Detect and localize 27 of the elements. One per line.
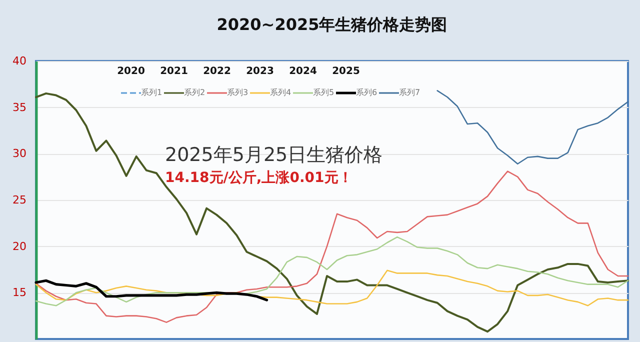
- line-series: [35, 170, 629, 323]
- annotation: 2020: [117, 66, 145, 77]
- legend-label: 系列2: [184, 88, 206, 97]
- annotation: 14.18元/公斤,上涨0.01元！: [165, 169, 352, 186]
- y-tick-label: 25: [12, 194, 26, 206]
- y-tick-label: 30: [12, 147, 26, 160]
- annotation: 2022: [203, 66, 231, 77]
- annotation: 2025年5月25日生猪价格: [165, 144, 383, 166]
- legend-label: 系列5: [313, 88, 334, 97]
- legend-label: 系列4: [270, 88, 292, 97]
- y-tick-label: 15: [12, 286, 26, 300]
- annotation: 2021: [160, 66, 188, 77]
- y-tick-label: 40: [12, 54, 26, 68]
- legend-label: 系列6: [356, 88, 378, 97]
- legend-label: 系列7: [399, 88, 420, 97]
- annotation: 2025: [332, 66, 360, 77]
- line-series: [35, 270, 629, 306]
- line-series: [35, 236, 629, 306]
- legend-label: 系列3: [227, 88, 248, 97]
- annotation: 2023: [246, 66, 274, 77]
- annotation: 2024: [289, 66, 317, 77]
- chart-title: 2020~2025年生猪价格走势图: [216, 15, 448, 34]
- y-tick-label: 35: [12, 100, 26, 114]
- line-series: [436, 90, 629, 165]
- line-series: [34, 279, 268, 302]
- y-tick-label: 20: [12, 240, 26, 253]
- legend-label: 系列1: [141, 88, 162, 97]
